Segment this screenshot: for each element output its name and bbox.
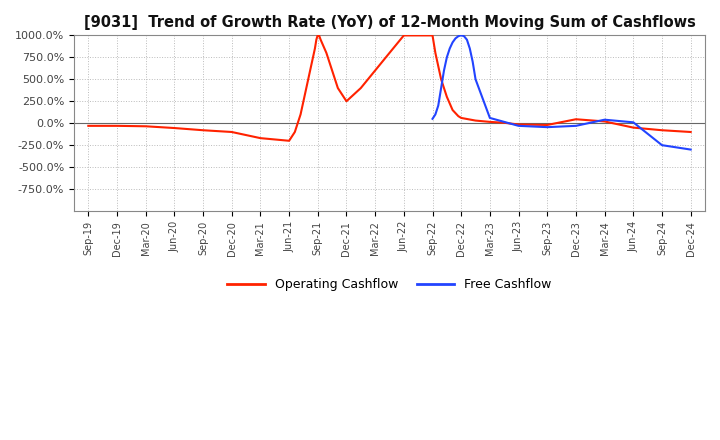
Title: [9031]  Trend of Growth Rate (YoY) of 12-Month Moving Sum of Cashflows: [9031] Trend of Growth Rate (YoY) of 12-… [84,15,696,30]
Legend: Operating Cashflow, Free Cashflow: Operating Cashflow, Free Cashflow [222,273,557,296]
